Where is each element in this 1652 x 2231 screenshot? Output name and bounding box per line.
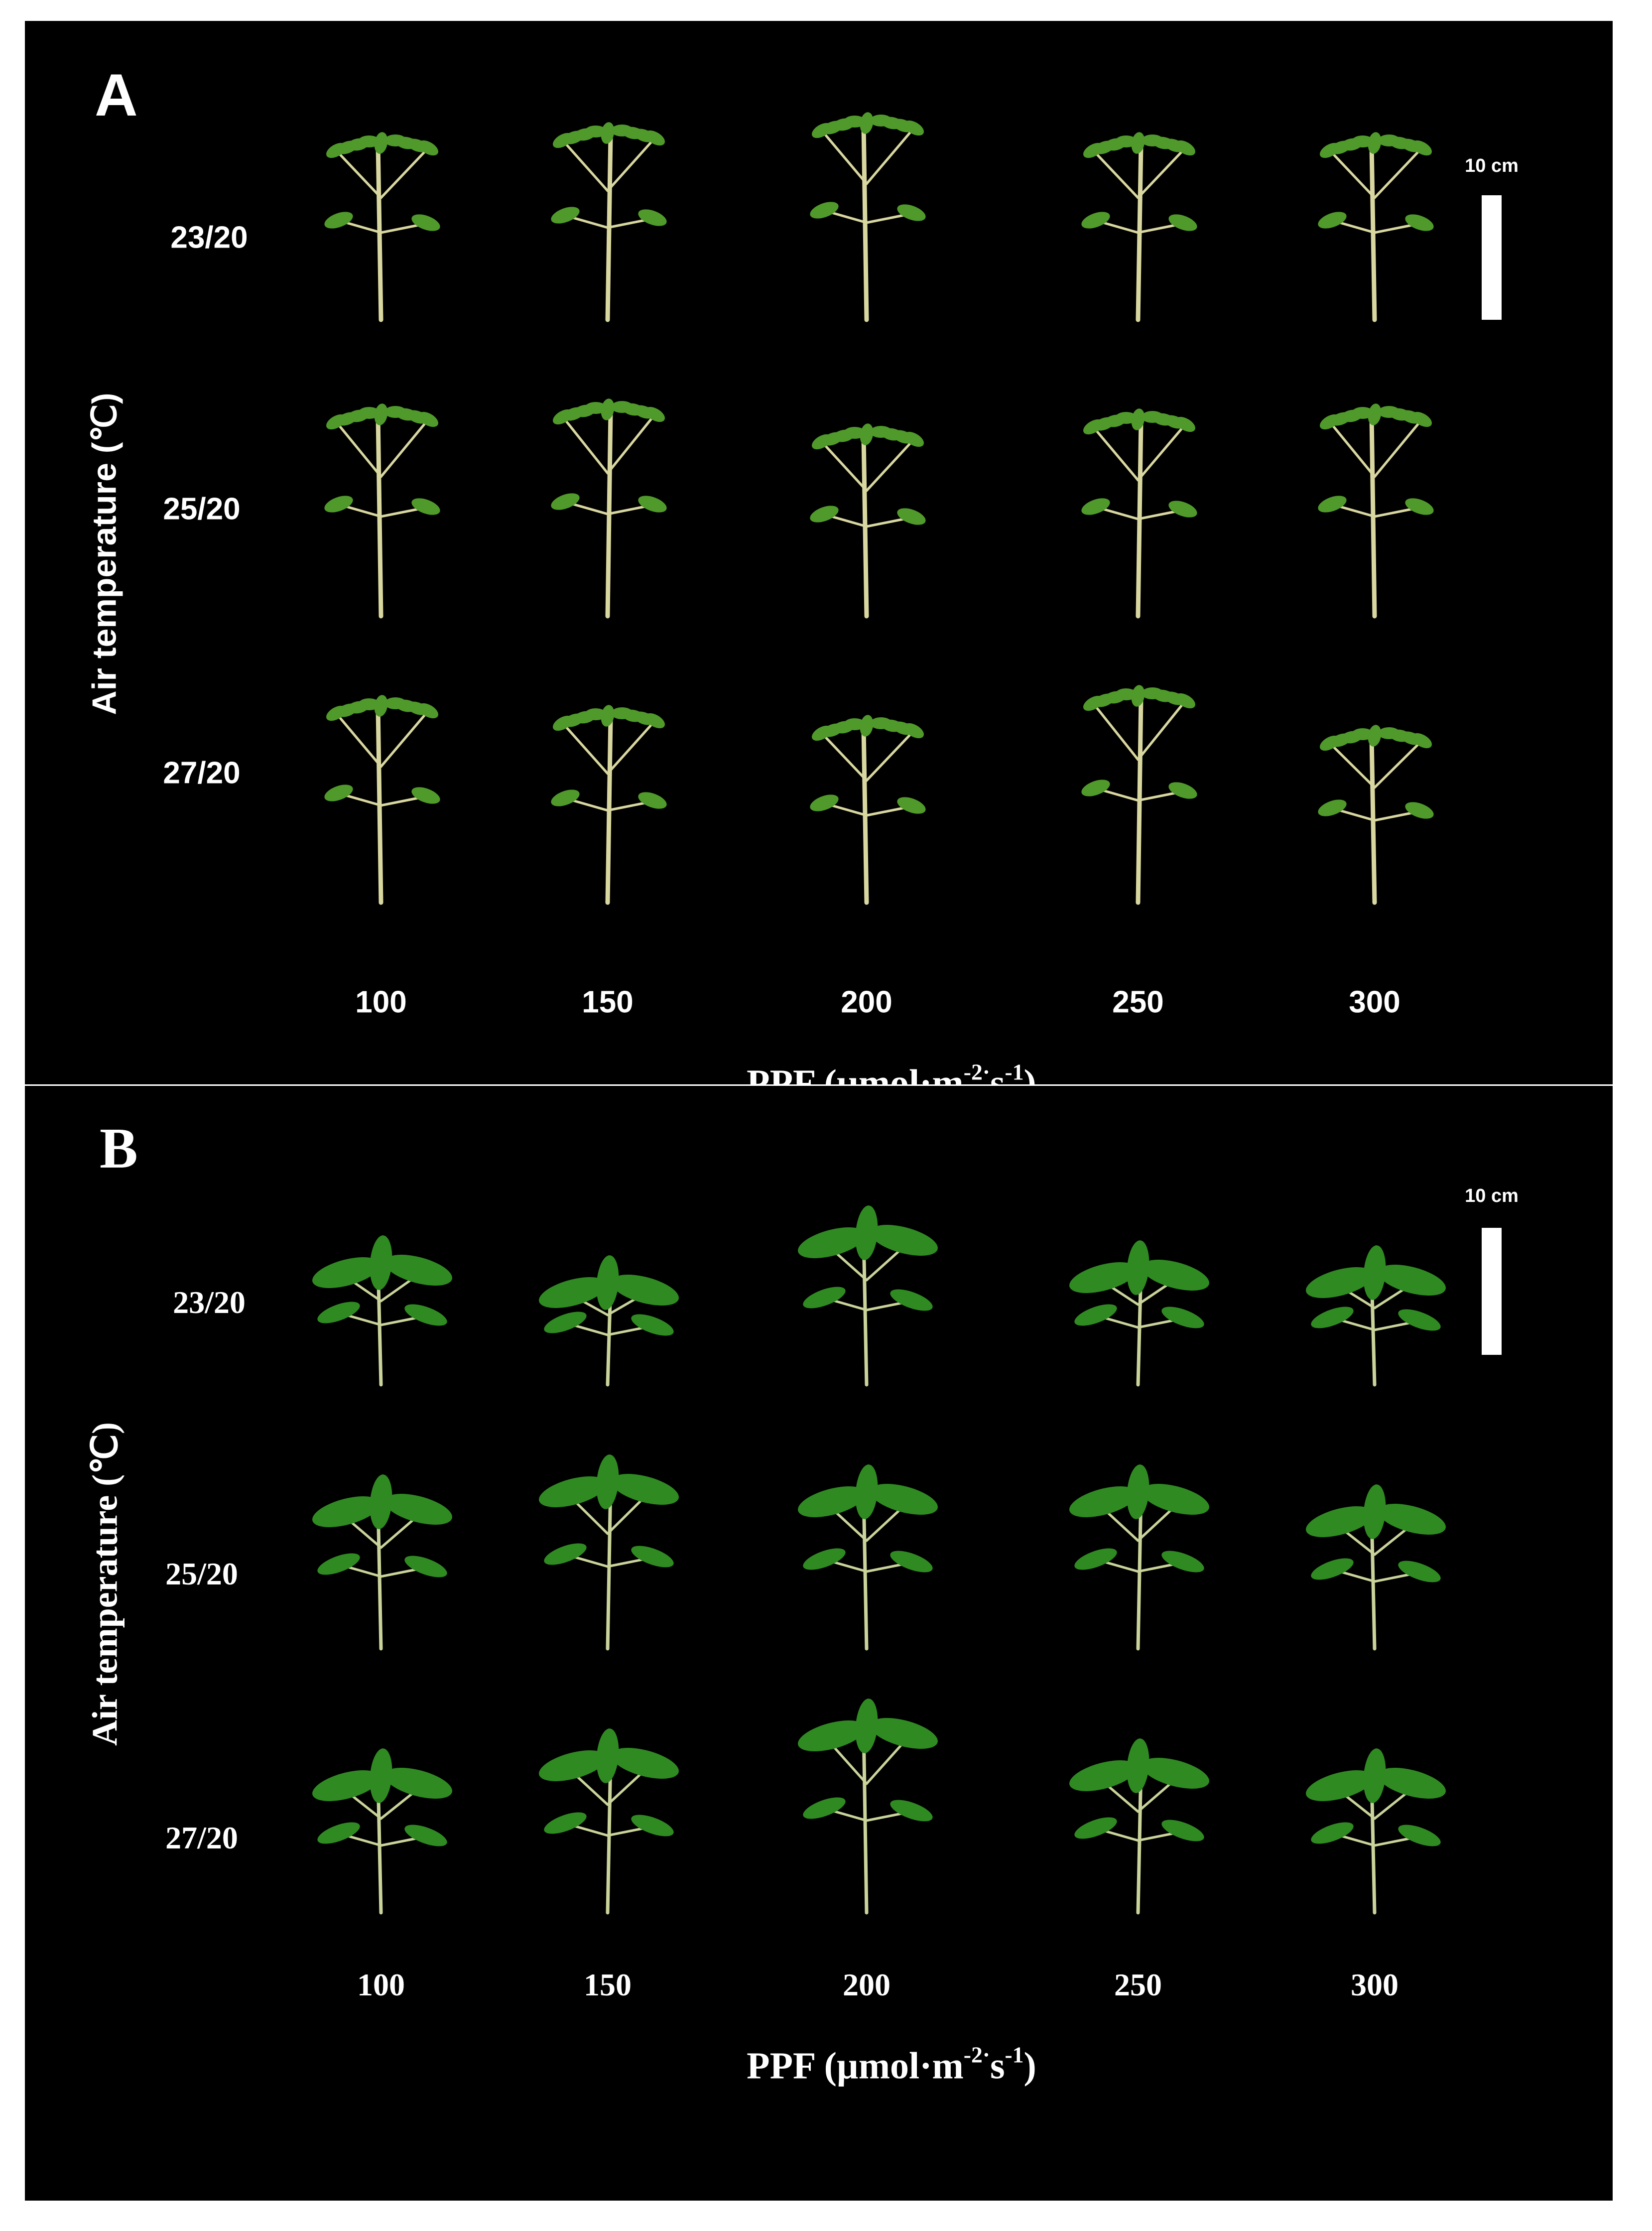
pepper-seedling-r2-c4 [1069,1464,1209,1651]
tomato-seedling-r2-c4 [1081,408,1197,619]
pepper-seedling-r1-c1 [312,1235,452,1387]
panel-b: B Air temperature (℃) 23/20 25/20 27/20 … [25,1086,1613,2201]
panel-a-col-label-4: 250 [1112,985,1164,1020]
panel-a-scale-label: 10 cm [1465,155,1519,176]
panel-a-col-label-5: 300 [1349,985,1400,1020]
tomato-seedling-r1-c3 [810,112,926,322]
tomato-seedling-r2-c5 [1318,403,1434,619]
pepper-seedling-r2-c5 [1306,1484,1446,1651]
panel-a-scale-bar [1482,195,1502,320]
tomato-seedling-r1-c1 [324,132,440,322]
pepper-seedling-r1-c3 [798,1205,938,1387]
tomato-seedling-r1-c5 [1318,132,1434,322]
panel-b-scale-bar [1482,1228,1502,1355]
panel-b-col-label-5: 300 [1351,1967,1398,2002]
panel-a-row-label-3: 27/20 [163,756,241,790]
pepper-seedling-r3-c4 [1069,1738,1209,1915]
tomato-seedling-r3-c3 [810,715,926,905]
panel-b-row-label-1: 23/20 [173,1285,246,1320]
tomato-seedling-r3-c4 [1081,685,1197,905]
tomato-seedling-r2-c3 [810,423,926,619]
pepper-seedling-r3-c3 [798,1699,938,1915]
panel-a: A Air temperature (℃) 23/20 25/20 27/20 … [25,21,1613,1104]
tomato-seedling-r3-c5 [1318,725,1434,905]
pepper-seedling-r2-c3 [798,1464,938,1651]
panel-b-x-axis-title: PPF (µmol·m-2·s-1) [747,2042,1036,2087]
panel-a-col-label-1: 100 [355,985,407,1020]
panel-a-col-label-2: 150 [582,985,634,1020]
pepper-seedling-r2-c2 [539,1454,679,1651]
panel-a-col-label-3: 200 [841,985,892,1020]
pepper-seedling-r1-c4 [1069,1240,1209,1387]
pepper-seedling-r3-c1 [312,1748,452,1915]
tomato-seedling-r2-c1 [324,403,440,619]
panel-b-col-label-2: 150 [584,1967,632,2002]
pepper-seedling-r3-c5 [1306,1748,1446,1915]
tomato-seedling-r3-c1 [324,695,440,905]
panel-b-col-label-1: 100 [357,1967,405,2002]
panel-a-y-axis-title: Air temperature (℃) [85,393,124,715]
panel-b-col-label-4: 250 [1114,1967,1162,2002]
panel-b-row-label-3: 27/20 [165,1820,238,1855]
tomato-seedling-r3-c2 [551,705,667,905]
panel-b-col-label-3: 200 [843,1967,890,2002]
panel-a-row-label-1: 23/20 [170,220,248,255]
tomato-seedling-r1-c2 [551,122,667,322]
panel-b-letter: B [100,1117,138,1180]
tomato-seedling-r2-c2 [551,398,667,619]
pepper-seedling-r3-c2 [539,1728,679,1915]
panel-b-row-label-2: 25/20 [165,1556,238,1591]
tomato-seedling-r1-c4 [1081,132,1197,322]
panel-a-letter: A [95,62,138,129]
pepper-seedling-r2-c1 [312,1474,452,1651]
pepper-seedling-r1-c2 [539,1255,679,1387]
panel-b-scale-label: 10 cm [1465,1185,1519,1206]
pepper-seedling-r1-c5 [1306,1245,1446,1387]
panel-a-row-label-2: 25/20 [163,492,241,526]
panel-b-y-axis-title: Air temperature (℃) [85,1422,125,1746]
